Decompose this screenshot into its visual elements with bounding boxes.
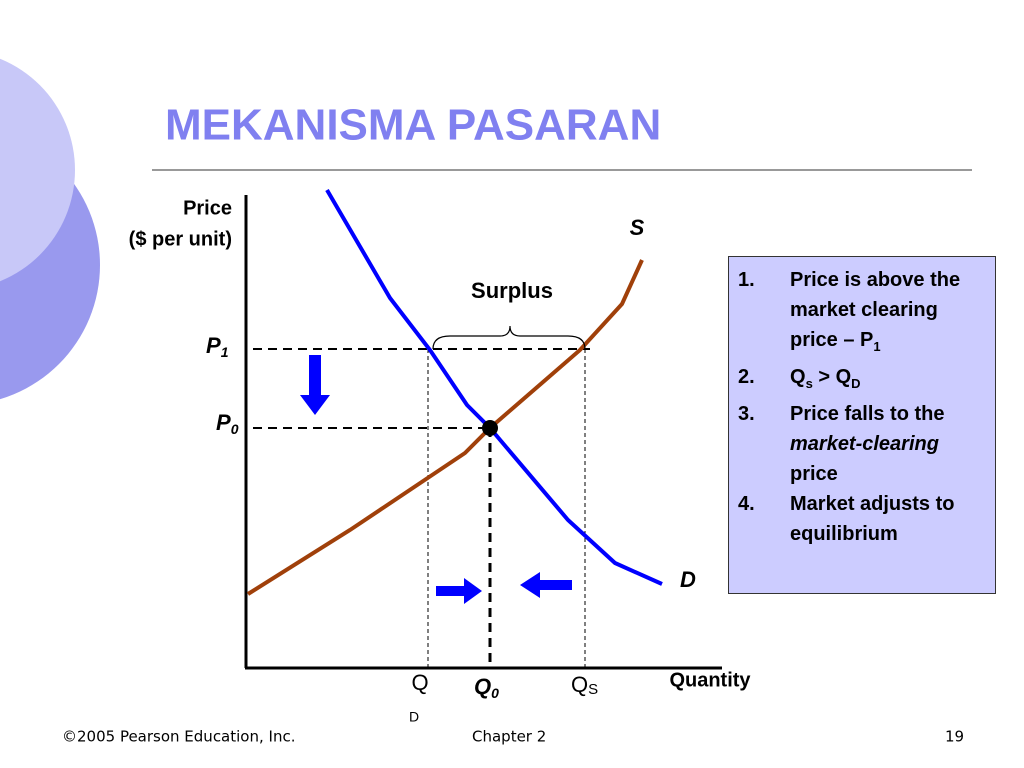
x-axis-label: Quantity <box>669 669 751 691</box>
decor-circle <box>0 58 75 282</box>
note-text-part: Price falls to the <box>790 403 945 425</box>
price-label: P1 <box>206 333 229 360</box>
guides <box>253 348 590 668</box>
note-text: Price falls to the market-clearing price <box>790 399 989 489</box>
quantity-label-text: Q <box>474 674 491 699</box>
note-text: Price is above the market clearing price… <box>790 265 989 362</box>
note-subscript: D <box>851 376 861 391</box>
title: MEKANISMA PASARAN <box>165 101 661 150</box>
quantity-label-sub: S <box>588 681 598 698</box>
note-italic: market-clearing <box>790 433 939 455</box>
price-label-text: P <box>206 333 221 358</box>
footer-chapter: Chapter 2 <box>472 728 546 746</box>
note-subscript: 1 <box>873 339 881 354</box>
surplus-label: Surplus <box>471 278 553 303</box>
price-down-arrow <box>300 355 330 415</box>
note-item: 4. Market adjusts to equilibrium <box>729 489 989 549</box>
left-arrow <box>520 572 572 598</box>
note-text-part: Q <box>790 366 806 388</box>
footer-page: 19 <box>945 728 964 746</box>
price-label-sub: 1 <box>221 344 229 360</box>
note-item: 1. Price is above the market clearing pri… <box>729 265 989 362</box>
demand-curve <box>325 188 663 586</box>
note-text-part: price <box>790 463 838 485</box>
note-item: 3. Price falls to the market-clearing pri… <box>729 399 989 489</box>
supply-curve <box>246 259 644 596</box>
note-number: 4. <box>738 493 755 515</box>
note-item: 2. Qs > QD <box>729 362 989 399</box>
note-text-part: Price is above the market clearing price… <box>790 269 961 351</box>
price-label-sub: 0 <box>231 421 239 437</box>
notes-box: 1. Price is above the market clearing pri… <box>728 256 996 594</box>
note-text: Market adjusts to equilibrium <box>790 489 989 549</box>
quantity-label-sub: D <box>409 709 419 725</box>
price-label: P0 <box>216 410 239 437</box>
quantity-label: Q <box>411 670 428 695</box>
quantity-label-sub: 0 <box>491 685 499 701</box>
note-text: Qs > QD <box>790 362 989 399</box>
note-number: 1. <box>738 269 755 291</box>
y-axis-label: ($ per unit) <box>129 228 232 250</box>
supply-label: S <box>630 215 645 240</box>
surplus-brace <box>432 325 586 350</box>
equilibrium-point <box>482 420 498 436</box>
note-subscript: s <box>805 376 813 391</box>
demand-label: D <box>680 567 696 592</box>
note-number: 3. <box>738 403 755 425</box>
note-text-part: > Q <box>812 366 852 388</box>
y-axis-label: Price <box>183 197 232 219</box>
quantity-label: QS <box>571 672 598 698</box>
quantity-label: Q0 <box>474 674 499 701</box>
right-arrow <box>436 578 482 604</box>
note-text-part: Market adjusts to equilibrium <box>790 493 955 545</box>
note-number: 2. <box>738 366 755 388</box>
quantity-label-text: Q <box>571 672 588 697</box>
footer-copyright: ©2005 Pearson Education, Inc. <box>62 728 295 746</box>
price-label-text: P <box>216 410 231 435</box>
